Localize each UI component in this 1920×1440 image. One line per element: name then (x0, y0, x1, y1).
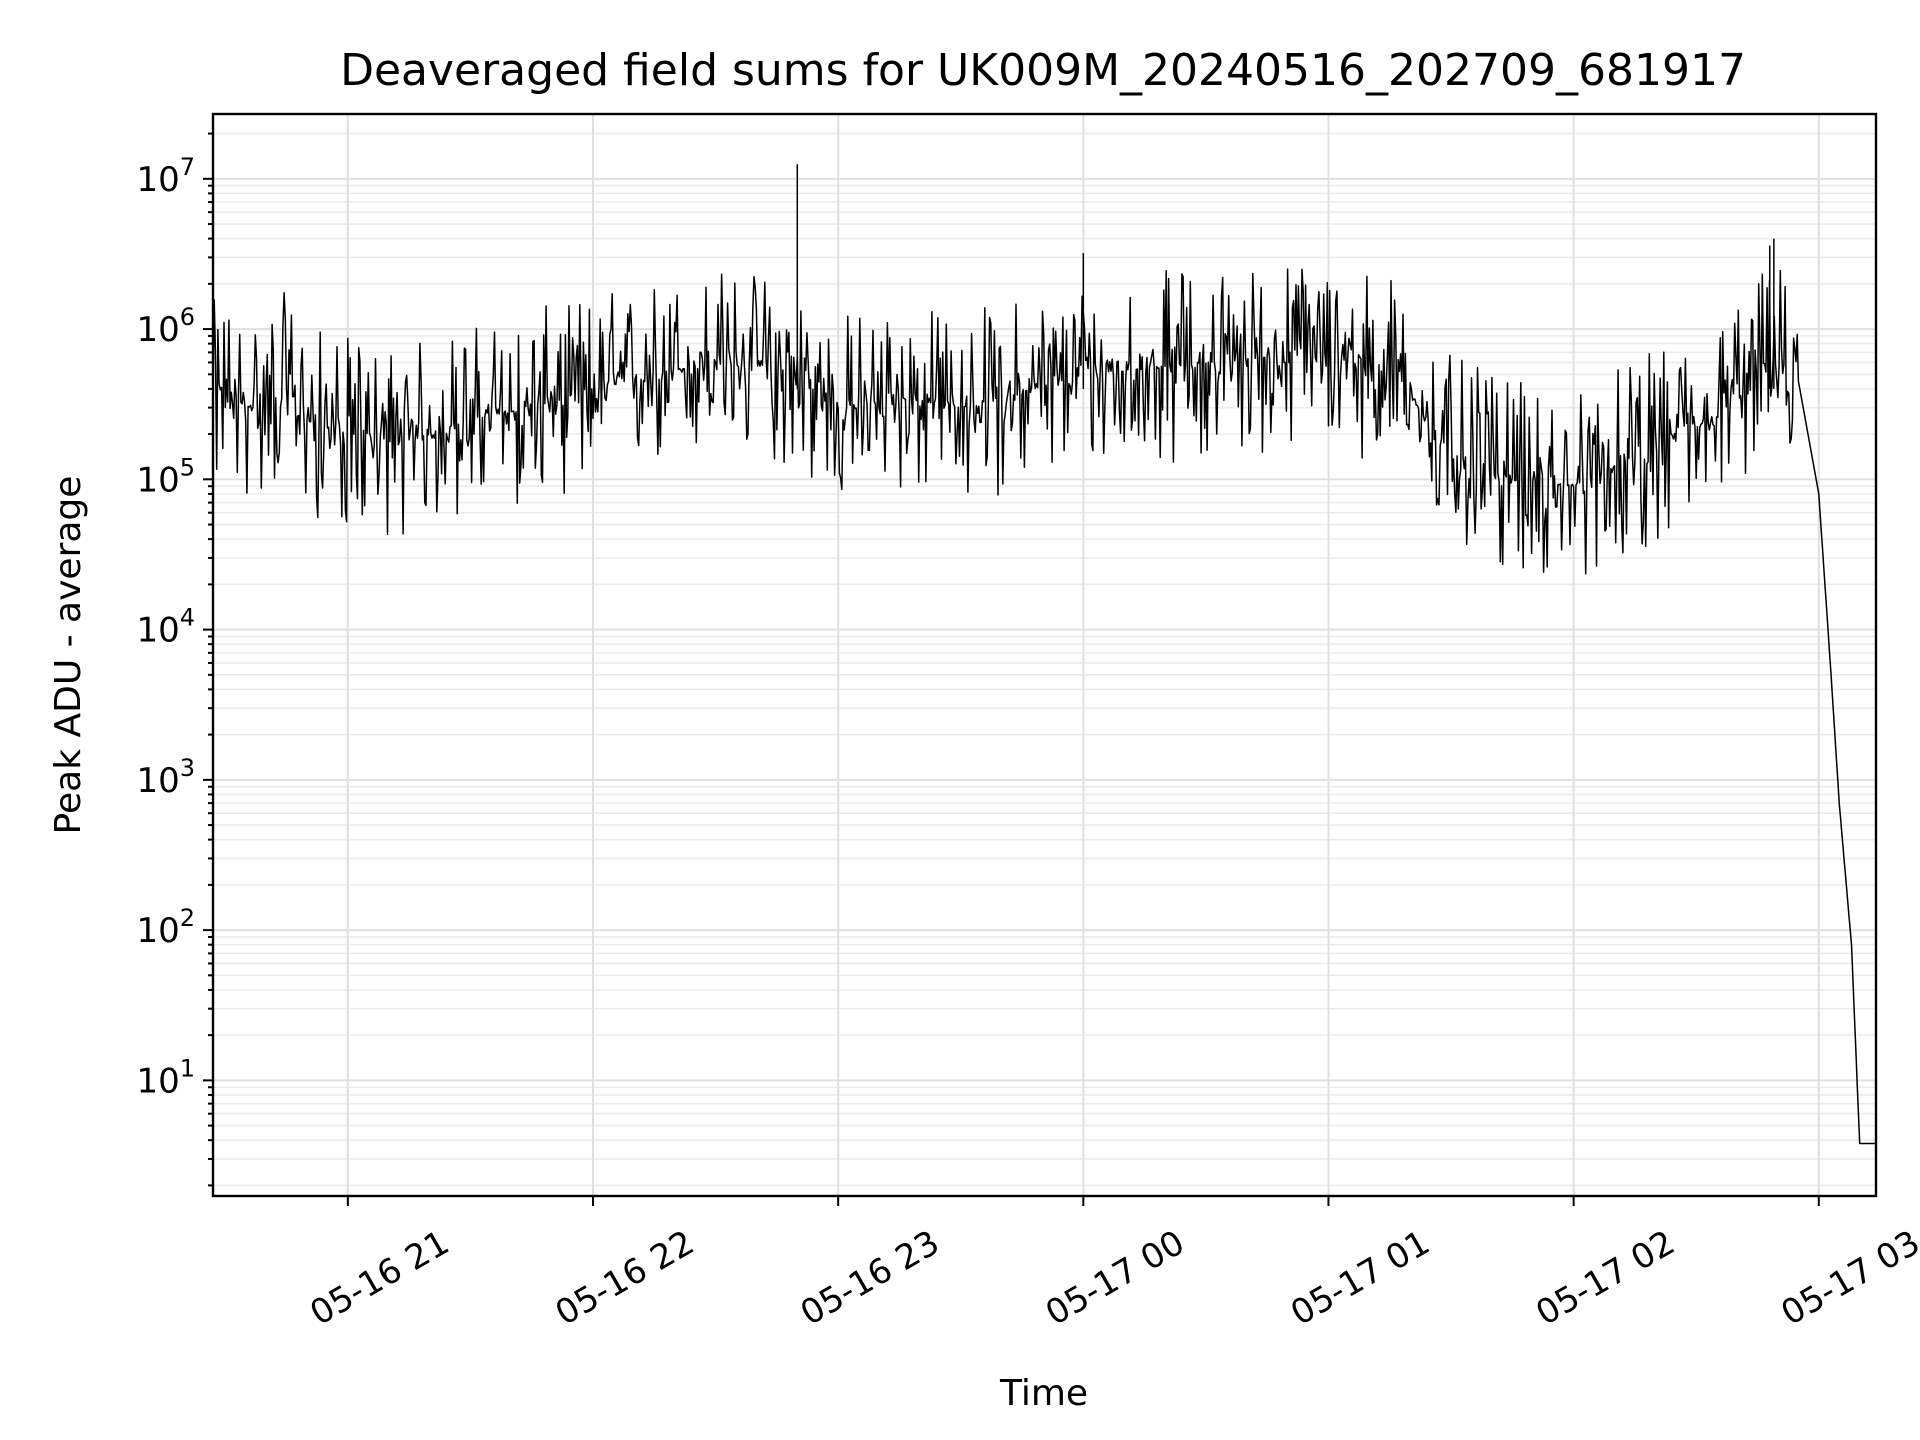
x-tick-label: 05-17 01 (1284, 1223, 1436, 1334)
series-line (212, 268, 1876, 1145)
x-tick-label: 05-16 21 (304, 1223, 456, 1334)
x-tick-label: 05-17 00 (1039, 1223, 1191, 1334)
y-tick-label: 102 (136, 904, 195, 951)
y-axis-label: Peak ADU - average (48, 476, 89, 835)
x-axis-label: Time (999, 1373, 1088, 1414)
grid (213, 114, 1876, 1196)
y-tick-label: 104 (136, 604, 195, 651)
y-tick-label: 101 (136, 1054, 195, 1101)
chart-title: Deaveraged field sums for UK009M_2024051… (340, 45, 1746, 96)
x-tick-label: 05-16 23 (794, 1223, 946, 1334)
y-tick-label: 103 (136, 754, 195, 801)
x-tick-label: 05-16 22 (549, 1223, 701, 1334)
x-tick-label: 05-17 03 (1775, 1223, 1920, 1334)
plot-frame (211, 112, 1878, 1198)
y-tick-label: 106 (136, 303, 195, 350)
axis-ticks: 101 102 103 104 105 106 107 05-16 21 05-16 22 05-… (136, 132, 1920, 1334)
y-tick-label: 107 (136, 153, 195, 200)
x-tick-label: 05-17 02 (1529, 1223, 1681, 1334)
series-layer (212, 164, 1876, 1145)
y-tick-label: 105 (136, 453, 195, 500)
